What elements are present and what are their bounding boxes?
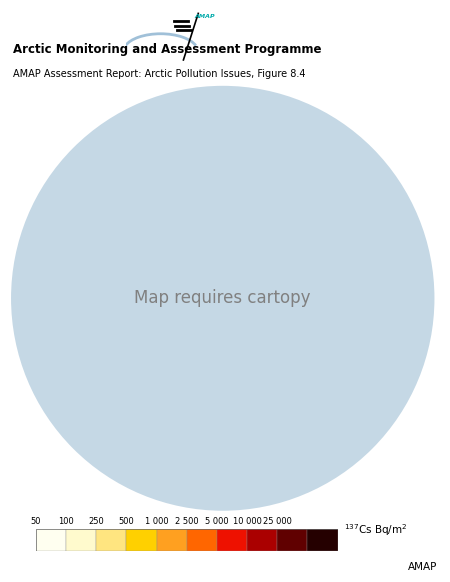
Text: $^{137}$Cs Bq/m$^2$: $^{137}$Cs Bq/m$^2$ — [344, 522, 407, 538]
Text: Map requires cartopy: Map requires cartopy — [135, 289, 311, 307]
Text: 1 000: 1 000 — [145, 517, 168, 526]
Text: 5 000: 5 000 — [205, 517, 229, 526]
Text: Arctic Monitoring and Assessment Programme: Arctic Monitoring and Assessment Program… — [14, 43, 322, 56]
Text: AMAP: AMAP — [408, 562, 437, 573]
Bar — [277, 529, 307, 551]
Bar — [66, 529, 96, 551]
Bar — [307, 529, 338, 551]
Bar — [157, 529, 187, 551]
Text: 25 000: 25 000 — [263, 517, 292, 526]
Text: 10 000: 10 000 — [233, 517, 261, 526]
Ellipse shape — [11, 86, 434, 511]
Bar — [187, 529, 217, 551]
Text: 250: 250 — [89, 517, 104, 526]
Bar — [217, 529, 247, 551]
Text: AMAP: AMAP — [195, 14, 216, 19]
Text: 2 500: 2 500 — [175, 517, 198, 526]
Text: 100: 100 — [58, 517, 74, 526]
Bar — [126, 529, 157, 551]
Text: AMAP Assessment Report: Arctic Pollution Issues, Figure 8.4: AMAP Assessment Report: Arctic Pollution… — [14, 69, 306, 79]
Text: 50: 50 — [31, 517, 41, 526]
Bar — [247, 529, 277, 551]
Bar — [96, 529, 126, 551]
Text: 500: 500 — [119, 517, 134, 526]
Bar — [36, 529, 66, 551]
